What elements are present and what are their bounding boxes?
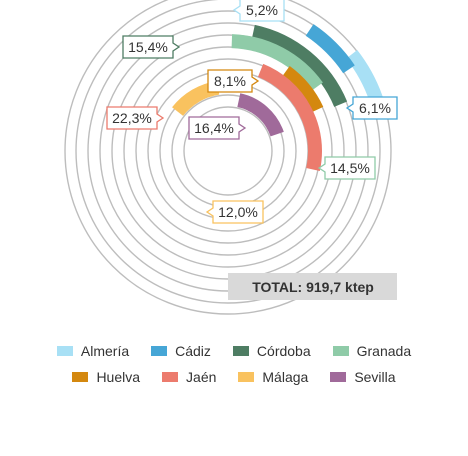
arc-huelva (281, 66, 324, 113)
legend-label: Cádiz (175, 343, 211, 359)
guide-ring-1 (64, 0, 392, 315)
label-box (207, 69, 260, 93)
legend: Almería Cádiz Córdoba Granada Huelva Jaén Mál… (0, 338, 468, 390)
legend-item: Córdoba (232, 343, 311, 359)
legend-item: Málaga (238, 369, 308, 385)
radial-chart: 5,2% 6,1% 15,4% 14,5% 8,1% 22,3% 12,0% 16,4% TO… (64, 0, 398, 315)
legend-row-1: Almería Cádiz Córdoba Granada (0, 338, 468, 364)
total-box: TOTAL: 919,7 ktep (228, 273, 397, 300)
arc-jaen (257, 63, 322, 171)
label-text: 22,3% (112, 110, 152, 126)
legend-swatch (151, 346, 168, 356)
legend-label: Almería (80, 343, 130, 359)
legend-row-2: Huelva Jaén Málaga Sevilla (0, 364, 468, 390)
arc-granada (231, 34, 323, 91)
legend-item: Cádiz (151, 343, 211, 359)
label-text: 8,1% (214, 73, 246, 89)
guide-ring-11 (183, 106, 273, 196)
legend-label: Granada (356, 343, 412, 359)
label-cordoba: 15,4% (122, 35, 181, 59)
total-label: TOTAL: 919,7 ktep (252, 279, 374, 295)
data-labels: 5,2% 6,1% 15,4% 14,5% 8,1% 22,3% 12,0% 16,4% (106, 0, 398, 224)
legend-label: Córdoba (256, 343, 311, 359)
label-huelva: 8,1% (207, 69, 260, 93)
arc-cadiz (305, 24, 355, 74)
data-arcs (172, 24, 383, 171)
label-sevilla: 16,4% (188, 116, 247, 140)
legend-item: Granada (332, 343, 412, 359)
label-box (345, 96, 398, 120)
label-text: 6,1% (359, 100, 391, 116)
label-text: 14,5% (330, 160, 370, 176)
label-jaen: 22,3% (106, 106, 165, 130)
label-text: 16,4% (194, 120, 234, 136)
label-granada: 14,5% (317, 156, 376, 180)
legend-swatch (56, 346, 73, 356)
arc-cordoba (251, 24, 348, 108)
label-box (232, 0, 285, 22)
legend-swatch (232, 346, 249, 356)
label-text: 12,0% (218, 204, 258, 220)
arc-sevilla (237, 93, 284, 137)
legend-item: Huelva (72, 369, 140, 385)
legend-item: Almería (56, 343, 130, 359)
legend-swatch (72, 372, 89, 382)
label-box (106, 106, 165, 130)
legend-label: Jaén (186, 369, 217, 385)
legend-item: Sevilla (330, 369, 396, 385)
label-almeria: 5,2% (232, 0, 285, 22)
guide-ring-6 (123, 46, 333, 256)
label-box (205, 200, 264, 224)
legend-label: Málaga (262, 369, 309, 385)
label-text: 5,2% (246, 2, 278, 18)
label-box (122, 35, 181, 59)
legend-label: Sevilla (354, 369, 396, 385)
label-box (188, 116, 247, 140)
label-text: 15,4% (128, 39, 168, 55)
total-box-bg (228, 273, 397, 300)
legend-swatch (238, 372, 255, 382)
label-cadiz: 6,1% (345, 96, 398, 120)
legend-label: Huelva (96, 369, 141, 385)
label-malaga: 12,0% (205, 200, 264, 224)
legend-item: Jaén (162, 369, 216, 385)
legend-swatch (332, 346, 349, 356)
legend-swatch (330, 372, 347, 382)
legend-swatch (162, 372, 179, 382)
guide-ring-2 (75, 0, 381, 304)
label-box (317, 156, 376, 180)
guide-ring-5 (111, 34, 345, 268)
